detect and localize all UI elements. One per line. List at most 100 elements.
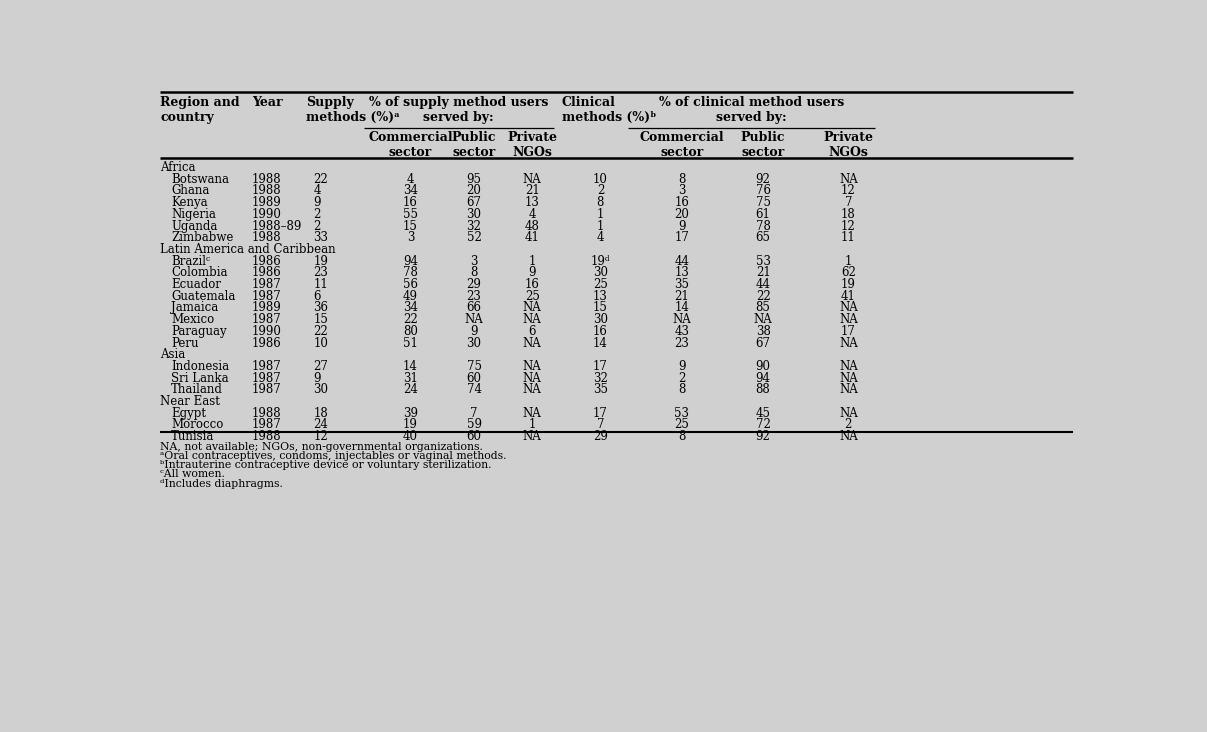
Text: 11: 11	[314, 278, 328, 291]
Text: 30: 30	[593, 266, 608, 280]
Text: Nigeria: Nigeria	[171, 208, 216, 221]
Text: 14: 14	[403, 360, 418, 373]
Text: 8: 8	[678, 384, 686, 396]
Text: Latin America and Caribbean: Latin America and Caribbean	[161, 243, 336, 256]
Text: 1986: 1986	[251, 337, 281, 350]
Text: Mexico: Mexico	[171, 313, 215, 326]
Text: 78: 78	[756, 220, 770, 233]
Text: Ghana: Ghana	[171, 184, 209, 198]
Text: NA: NA	[523, 384, 542, 396]
Text: Commercial
sector: Commercial sector	[640, 131, 724, 159]
Text: 43: 43	[675, 325, 689, 338]
Text: NA: NA	[523, 313, 542, 326]
Text: 65: 65	[756, 231, 770, 244]
Text: 13: 13	[593, 290, 608, 303]
Text: Africa: Africa	[161, 161, 196, 174]
Text: 19: 19	[841, 278, 856, 291]
Text: 67: 67	[467, 196, 482, 209]
Text: 22: 22	[314, 325, 328, 338]
Text: 1987: 1987	[251, 360, 281, 373]
Text: 4: 4	[314, 184, 321, 198]
Text: 1987: 1987	[251, 313, 281, 326]
Text: 9: 9	[471, 325, 478, 338]
Text: NA: NA	[839, 360, 858, 373]
Text: 9: 9	[314, 372, 321, 384]
Text: 31: 31	[403, 372, 418, 384]
Text: 1: 1	[596, 220, 604, 233]
Text: NA: NA	[523, 173, 542, 186]
Text: 33: 33	[314, 231, 328, 244]
Text: 22: 22	[403, 313, 418, 326]
Text: 38: 38	[756, 325, 770, 338]
Text: Egypt: Egypt	[171, 407, 206, 419]
Text: 75: 75	[756, 196, 770, 209]
Text: ᵃOral contraceptives, condoms, injectables or vaginal methods.: ᵃOral contraceptives, condoms, injectabl…	[161, 451, 507, 461]
Text: 23: 23	[467, 290, 482, 303]
Text: Near East: Near East	[161, 395, 220, 408]
Text: 11: 11	[841, 231, 856, 244]
Text: 8: 8	[596, 196, 604, 209]
Text: 27: 27	[314, 360, 328, 373]
Text: 1990: 1990	[251, 208, 281, 221]
Text: ᶜAll women.: ᶜAll women.	[161, 469, 225, 479]
Text: 62: 62	[841, 266, 856, 280]
Text: NA: NA	[523, 360, 542, 373]
Text: 2: 2	[314, 220, 321, 233]
Text: Asia: Asia	[161, 348, 186, 362]
Text: 16: 16	[403, 196, 418, 209]
Text: 72: 72	[756, 419, 770, 431]
Text: NA: NA	[465, 313, 484, 326]
Text: NA: NA	[839, 337, 858, 350]
Text: Private
NGOs: Private NGOs	[823, 131, 874, 159]
Text: 3: 3	[471, 255, 478, 268]
Text: 41: 41	[841, 290, 856, 303]
Text: Public
sector: Public sector	[741, 131, 786, 159]
Text: Ecuador: Ecuador	[171, 278, 221, 291]
Text: Thailand: Thailand	[171, 384, 223, 396]
Text: Indonesia: Indonesia	[171, 360, 229, 373]
Text: 4: 4	[596, 231, 605, 244]
Text: 6: 6	[314, 290, 321, 303]
Text: Supply
methods (%)ᵃ: Supply methods (%)ᵃ	[305, 96, 400, 124]
Text: Morocco: Morocco	[171, 419, 223, 431]
Text: % of supply method users
served by:: % of supply method users served by:	[369, 96, 548, 124]
Text: 1986: 1986	[251, 255, 281, 268]
Text: 24: 24	[314, 419, 328, 431]
Text: 60: 60	[467, 430, 482, 443]
Text: 2: 2	[596, 184, 604, 198]
Text: 1988: 1988	[251, 173, 281, 186]
Text: 66: 66	[467, 302, 482, 315]
Text: Sri Lanka: Sri Lanka	[171, 372, 228, 384]
Text: 25: 25	[525, 290, 540, 303]
Text: 25: 25	[675, 419, 689, 431]
Text: NA: NA	[672, 313, 692, 326]
Text: 12: 12	[841, 184, 856, 198]
Text: 78: 78	[403, 266, 418, 280]
Text: 21: 21	[525, 184, 540, 198]
Text: 1: 1	[596, 208, 604, 221]
Text: 52: 52	[467, 231, 482, 244]
Text: 1: 1	[529, 255, 536, 268]
Text: 16: 16	[675, 196, 689, 209]
Text: NA: NA	[839, 313, 858, 326]
Text: Zimbabwe: Zimbabwe	[171, 231, 233, 244]
Text: 12: 12	[314, 430, 328, 443]
Text: ᵇIntrauterine contraceptive device or voluntary sterilization.: ᵇIntrauterine contraceptive device or vo…	[161, 460, 491, 470]
Text: 9: 9	[314, 196, 321, 209]
Text: 1988: 1988	[251, 184, 281, 198]
Text: NA: NA	[839, 173, 858, 186]
Text: 29: 29	[593, 430, 608, 443]
Text: Kenya: Kenya	[171, 196, 208, 209]
Text: 1989: 1989	[251, 196, 281, 209]
Text: 32: 32	[467, 220, 482, 233]
Text: 10: 10	[314, 337, 328, 350]
Text: 94: 94	[403, 255, 418, 268]
Text: 1987: 1987	[251, 384, 281, 396]
Text: 30: 30	[314, 384, 328, 396]
Text: 45: 45	[756, 407, 770, 419]
Text: % of clinical method users
served by:: % of clinical method users served by:	[659, 96, 844, 124]
Text: Public
sector: Public sector	[451, 131, 496, 159]
Text: NA: NA	[839, 372, 858, 384]
Text: 74: 74	[467, 384, 482, 396]
Text: 19: 19	[314, 255, 328, 268]
